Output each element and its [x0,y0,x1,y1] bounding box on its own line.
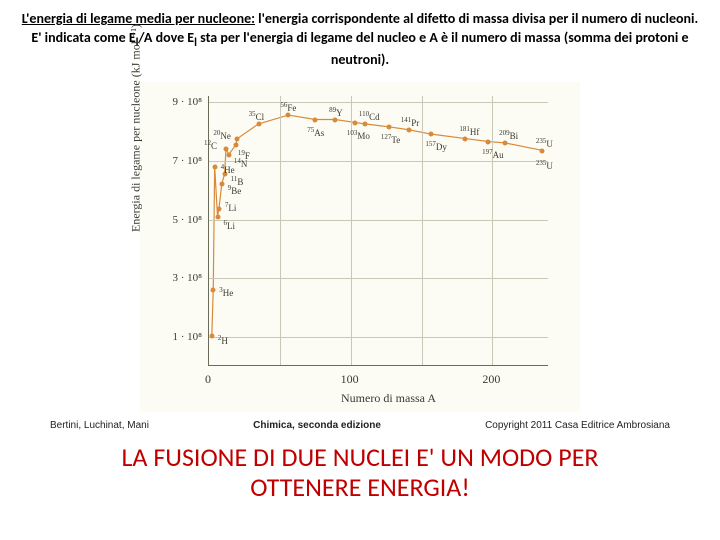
data-point [233,142,238,147]
nuclide-label: 19F [238,149,250,161]
data-point [211,288,216,293]
data-point [486,139,491,144]
data-point [209,333,214,338]
nuclide-label: 11B [231,175,244,187]
x-tick-label: 100 [341,372,359,387]
nuclide-label: 7Li [225,201,237,213]
caption-title: Chimica, seconda edizione [253,420,381,431]
data-point [215,214,220,219]
caption-authors: Bertini, Luchinat, Mani [50,420,149,431]
data-point [386,125,391,130]
gridline-vertical [422,96,423,365]
gridline-horizontal [209,102,548,103]
data-point [216,207,221,212]
nuclide-label: 235U [536,159,553,171]
conclusion-line2: OTTENERE ENERGIA! [40,473,680,503]
conclusion-text: LA FUSIONE DI DUE NUCLEI E' UN MODO PER … [0,435,720,503]
figure-container: 2H3He4He6Li7Li9Be11B12C14N19F20Ne35Cl56F… [0,78,720,414]
header-body3: sta per l'energia di legame del nucleo e… [197,29,689,69]
data-point [212,164,217,169]
data-point [503,141,508,146]
y-tick-label: 3 · 10⁸ [173,272,203,284]
y-tick-label: 7 · 10⁸ [173,155,203,167]
nuclide-label: 2H [218,334,228,346]
header-paragraph: L'energia di legame media per nucleone: … [0,0,720,78]
data-point [219,182,224,187]
x-axis-label: Numero di massa A [341,391,436,406]
nuclide-label: 157Dy [425,140,447,152]
y-tick-label: 9 · 10⁸ [173,96,203,108]
header-body2: /A dove E [139,29,195,46]
x-axis-label-text: Numero di massa A [341,391,436,405]
nuclide-label: 35Cl [249,110,265,122]
data-point [224,147,229,152]
data-point [256,122,261,127]
nuclide-label: 3He [219,286,233,298]
gridline-horizontal [209,161,548,162]
plot-area: 2H3He4He6Li7Li9Be11B12C14N19F20Ne35Cl56F… [208,96,548,366]
nuclide-label: 89Y [329,106,343,118]
nuclide-label: 4He [221,163,235,175]
nuclide-label: 6Li [224,219,236,231]
nuclide-label: 181Hf [459,125,479,137]
nuclide-label: 12C [204,139,217,151]
y-tick-label: 1 · 10⁸ [173,331,203,343]
nuclide-label: 141Pr [401,116,420,128]
x-tick-label: 0 [205,372,211,387]
data-point [235,136,240,141]
nuclide-label: 127Te [381,133,400,145]
data-point [352,120,357,125]
nuclide-label: 103Mo [347,129,370,141]
data-point [406,128,411,133]
data-point [362,122,367,127]
data-point [333,117,338,122]
y-axis-label: Energia di legame per nucleone (kJ mol ⁻… [129,24,144,232]
gridline-horizontal [209,337,548,338]
data-point [539,148,544,153]
x-tick-label: 200 [482,372,500,387]
data-point [463,136,468,141]
nuclide-label: 75As [307,126,324,138]
binding-energy-chart: 2H3He4He6Li7Li9Be11B12C14N19F20Ne35Cl56F… [140,82,580,412]
nuclide-label: 209Bi [499,129,518,141]
caption-copyright: Copyright 2011 Casa Editrice Ambrosiana [485,420,670,431]
conclusion-line1: LA FUSIONE DI DUE NUCLEI E' UN MODO PER [40,443,680,473]
data-point [313,117,318,122]
y-tick-label: 5 · 10⁸ [173,214,203,226]
curve-svg [209,96,549,366]
data-point [286,113,291,118]
data-point [226,153,231,158]
nuclide-label: 235U [536,137,553,149]
data-point [429,132,434,137]
nuclide-label: 197Au [482,148,504,160]
nuclide-label: 110Cd [359,110,380,122]
gridline-horizontal [209,220,548,221]
nuclide-label: 56Fe [280,101,296,113]
gridline-vertical [280,96,281,365]
gridline-vertical [492,96,493,365]
figure-caption: Bertini, Luchinat, Mani Chimica, seconda… [0,414,720,435]
gridline-horizontal [209,278,548,279]
nuclide-label: 20Ne [213,129,231,141]
